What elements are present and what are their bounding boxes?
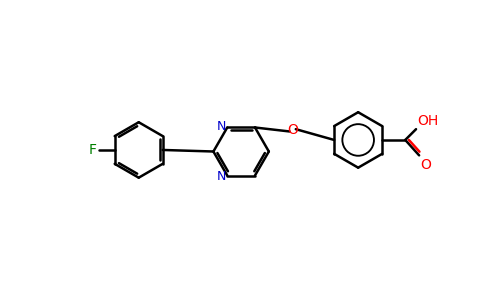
- Text: O: O: [420, 158, 431, 172]
- Text: F: F: [89, 143, 97, 157]
- Text: OH: OH: [417, 114, 438, 128]
- Text: N: N: [216, 120, 226, 133]
- Text: N: N: [216, 170, 226, 183]
- Text: O: O: [287, 123, 298, 137]
